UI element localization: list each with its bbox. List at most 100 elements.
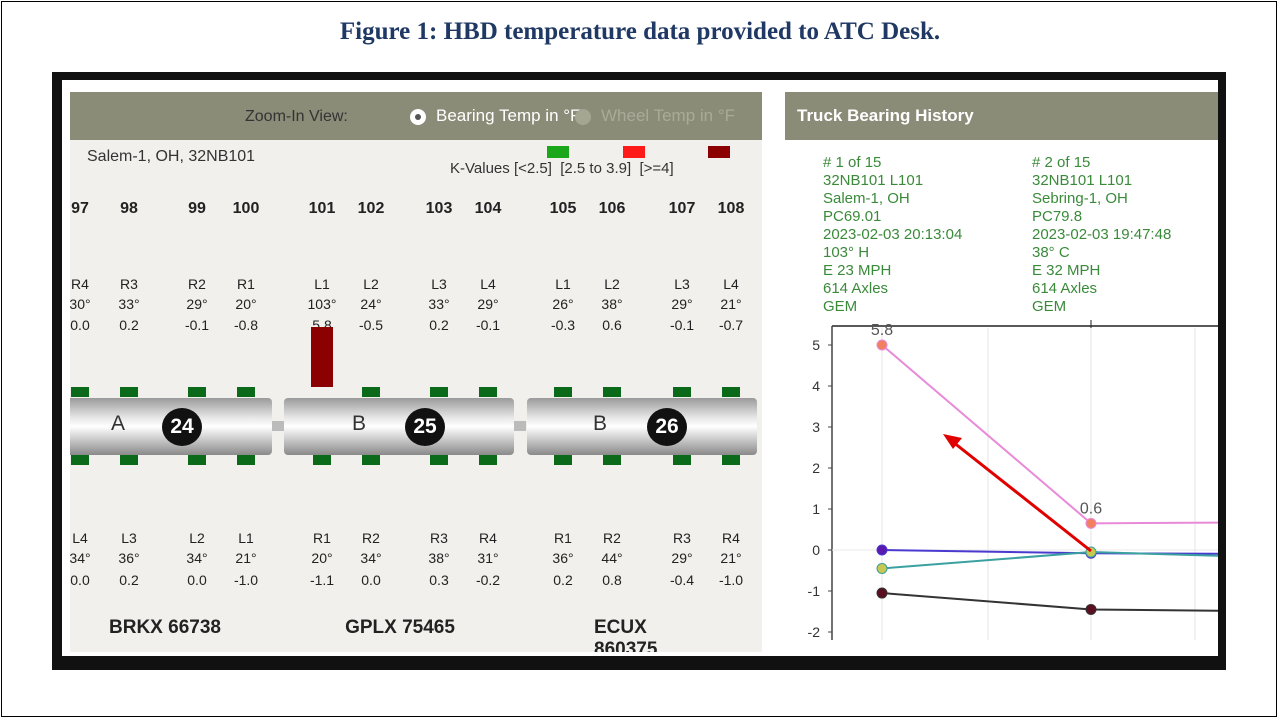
plot-area bbox=[832, 326, 1218, 656]
bearing-temp: 103° bbox=[307, 296, 337, 312]
bearing-position: R2 bbox=[188, 276, 206, 292]
data-point bbox=[876, 339, 888, 351]
bearing-ok-indicator bbox=[188, 387, 206, 397]
k-range-low: [<2.5] bbox=[513, 160, 552, 177]
history-line: # 1 of 15 bbox=[823, 154, 882, 171]
bearing-position: R2 bbox=[362, 530, 380, 546]
bearing-position: R1 bbox=[237, 276, 255, 292]
bearing-k-value: -0.5 bbox=[358, 317, 384, 333]
bearing-position: L3 bbox=[431, 276, 447, 292]
bearing-temp: 33° bbox=[118, 296, 140, 312]
bearing-k-value: -0.1 bbox=[475, 317, 501, 333]
k-range-high: [>=4] bbox=[639, 160, 674, 177]
bearing-ok-indicator bbox=[313, 455, 331, 465]
bearing-temp: 31° bbox=[477, 550, 499, 566]
car-id: ECUX 860375 bbox=[594, 617, 658, 652]
history-line: PC79.8 bbox=[1032, 208, 1083, 225]
bearing-k-value: -1.0 bbox=[233, 572, 259, 588]
bearing-position: L1 bbox=[314, 276, 330, 292]
bearing-k-value: 0.0 bbox=[70, 572, 90, 588]
bearing-temp: 21° bbox=[235, 550, 257, 566]
history-entry-2[interactable]: # 2 of 15 32NB101 L101 Sebring-1, OH PC79.8… bbox=[1032, 154, 1171, 316]
axle-number: 101 bbox=[308, 200, 336, 217]
bearing-temp: 29° bbox=[671, 296, 693, 312]
history-line: 2023-02-03 20:13:04 bbox=[823, 226, 963, 243]
bearing-position: L1 bbox=[555, 276, 571, 292]
bearing-ok-indicator bbox=[479, 455, 497, 465]
history-line: E 32 MPH bbox=[1032, 262, 1101, 279]
history-header: Truck Bearing History bbox=[785, 92, 1218, 140]
bearing-position: L3 bbox=[674, 276, 690, 292]
bearing-radio[interactable] bbox=[410, 109, 426, 125]
wheel-radio[interactable] bbox=[575, 109, 591, 125]
bearing-position: R3 bbox=[673, 530, 691, 546]
data-point bbox=[1085, 517, 1097, 529]
bearing-position: L2 bbox=[189, 530, 205, 546]
car-coupler bbox=[272, 421, 284, 431]
car-sequence-badge: 24 bbox=[162, 408, 202, 446]
car-sequence-badge: 26 bbox=[647, 408, 687, 446]
history-line: Salem-1, OH bbox=[823, 190, 910, 207]
k-green-swatch bbox=[547, 146, 569, 158]
bearing-ok-indicator bbox=[188, 455, 206, 465]
car-id: BRKX 66738 bbox=[109, 617, 221, 638]
bearing-position: R4 bbox=[71, 276, 89, 292]
bearing-temp: 21° bbox=[720, 550, 742, 566]
bearing-ok-indicator bbox=[237, 455, 255, 465]
annotation-arrow-shaft bbox=[952, 440, 1092, 553]
bearing-temp: 20° bbox=[311, 550, 333, 566]
bearing-ok-indicator bbox=[362, 455, 380, 465]
bearing-temp: 36° bbox=[118, 550, 140, 566]
bearing-temp: 29° bbox=[671, 550, 693, 566]
bearing-k-value: -0.2 bbox=[475, 572, 501, 588]
bearing-ok-indicator bbox=[237, 387, 255, 397]
bearing-radio-label[interactable]: Bearing Temp in °F bbox=[436, 106, 581, 125]
bearing-temp: 30° bbox=[70, 296, 91, 312]
history-line: 2023-02-03 19:47:48 bbox=[1032, 226, 1172, 243]
bearing-ok-indicator bbox=[722, 455, 740, 465]
y-tick-label: 3 bbox=[812, 419, 820, 435]
bearing-temp: 33° bbox=[428, 296, 450, 312]
bearing-k-value: -0.4 bbox=[669, 572, 695, 588]
bearing-position: L4 bbox=[480, 276, 496, 292]
bearing-position: R4 bbox=[479, 530, 497, 546]
bearing-temp: 34° bbox=[360, 550, 382, 566]
bearing-k-value: -0.3 bbox=[550, 317, 576, 333]
data-point bbox=[876, 544, 888, 556]
bearing-ok-indicator bbox=[554, 387, 572, 397]
bearing-temp: 44° bbox=[601, 550, 623, 566]
wheel-radio-label[interactable]: Wheel Temp in °F bbox=[601, 106, 736, 125]
bearing-temp: 24° bbox=[360, 296, 382, 312]
bearing-k-value: 0.8 bbox=[602, 572, 622, 588]
y-tick-label: -1 bbox=[808, 583, 821, 599]
bearing-ok-indicator bbox=[120, 455, 138, 465]
bearing-temp: 21° bbox=[720, 296, 742, 312]
history-title: Truck Bearing History bbox=[797, 106, 974, 125]
history-entry-1[interactable]: # 1 of 15 32NB101 L101 Salem-1, OH PC69.01 2… bbox=[823, 154, 962, 316]
k-value-alarm-bar bbox=[311, 327, 333, 387]
bearing-position: R4 bbox=[722, 530, 740, 546]
bearing-ok-indicator bbox=[430, 387, 448, 397]
hbd-screenshot: Zoom-In View: Bearing Temp in °F Wheel T… bbox=[62, 80, 1218, 656]
bearing-k-value: 0.6 bbox=[602, 317, 622, 333]
bearing-ok-indicator bbox=[603, 387, 621, 397]
history-line: 614 Axles bbox=[823, 280, 889, 297]
axle-number: 102 bbox=[357, 200, 385, 217]
bearing-k-value: 0.0 bbox=[70, 317, 90, 333]
figure-title: Figure 1: HBD temperature data provided … bbox=[339, 18, 941, 45]
bearing-position: L4 bbox=[723, 276, 739, 292]
data-point bbox=[876, 587, 888, 599]
bearing-k-value: -0.1 bbox=[669, 317, 695, 333]
axle-number: 100 bbox=[232, 200, 260, 217]
bearing-ok-indicator bbox=[71, 455, 89, 465]
y-tick-label: 2 bbox=[812, 460, 820, 476]
bearing-temp: 26° bbox=[552, 296, 574, 312]
bearing-ok-indicator bbox=[722, 387, 740, 397]
bearing-ok-indicator bbox=[479, 387, 497, 397]
bearing-position: L2 bbox=[363, 276, 379, 292]
bearing-ok-indicator bbox=[603, 455, 621, 465]
bearing-position: L3 bbox=[121, 530, 137, 546]
bearing-position: R2 bbox=[603, 530, 621, 546]
bearing-k-value: 0.2 bbox=[119, 572, 139, 588]
bearing-temp: 38° bbox=[428, 550, 450, 566]
